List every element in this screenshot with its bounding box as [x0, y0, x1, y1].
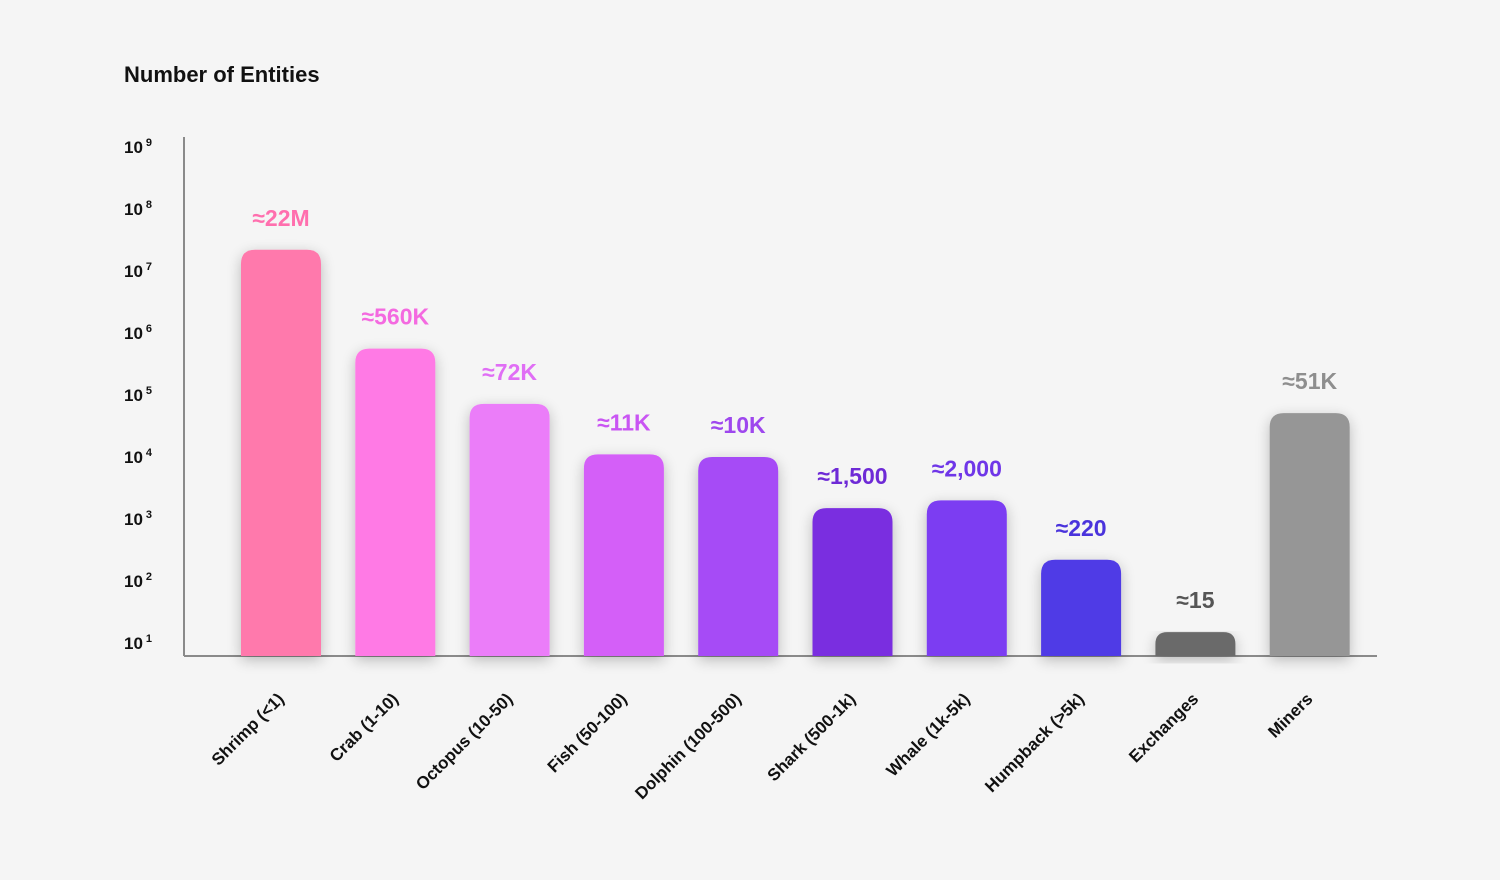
x-category-label: Octopus (10-50): [412, 689, 516, 793]
x-category-label: Crab (1-10): [326, 689, 402, 765]
chart-title: Number of Entities: [124, 62, 320, 87]
bar: [1269, 413, 1350, 656]
bar: [583, 454, 664, 656]
x-category-label: Exchanges: [1125, 689, 1202, 766]
bar-value-label: ≈15: [1176, 587, 1214, 613]
y-tick-label: 10 7: [124, 261, 152, 281]
bar-value-label: ≈1,500: [817, 463, 887, 489]
bar-value-label: ≈51K: [1282, 368, 1337, 394]
x-category-label: Dolphin (100-500): [631, 689, 745, 803]
y-tick-label: 10 5: [124, 385, 152, 405]
x-category-label: Miners: [1264, 689, 1316, 741]
y-tick-label: 10 1: [124, 633, 152, 653]
x-category-label: Humpback (>5k): [981, 689, 1088, 796]
bar-value-label: ≈22M: [252, 205, 309, 231]
y-tick-label: 10 2: [124, 571, 152, 591]
y-tick-label: 10 6: [124, 323, 152, 343]
bar-value-label: ≈10K: [711, 412, 766, 438]
y-tick-label: 10 3: [124, 509, 152, 529]
x-category-label: Whale (1k-5k): [883, 689, 974, 780]
bar: [1041, 559, 1122, 656]
bar: [355, 348, 436, 656]
x-category-label: Shrimp (<1): [208, 689, 288, 769]
bar: [241, 249, 321, 657]
bar-value-label: ≈2,000: [932, 455, 1002, 481]
x-category-label: Fish (50-100): [544, 689, 631, 776]
y-tick-label: 10 8: [124, 199, 152, 219]
y-tick-label: 10 4: [124, 447, 153, 467]
bar-value-label: ≈220: [1056, 515, 1107, 541]
bar-value-label: ≈72K: [482, 359, 537, 385]
bar-value-label: ≈11K: [597, 409, 651, 435]
bar: [1155, 632, 1236, 656]
bar: [469, 403, 550, 656]
y-tick-label: 10 9: [124, 137, 152, 157]
bar: [698, 457, 779, 656]
bar-value-label: ≈560K: [361, 304, 429, 330]
bar: [926, 500, 1007, 656]
bar: [812, 508, 893, 656]
x-category-label: Shark (500-1k): [764, 689, 860, 785]
